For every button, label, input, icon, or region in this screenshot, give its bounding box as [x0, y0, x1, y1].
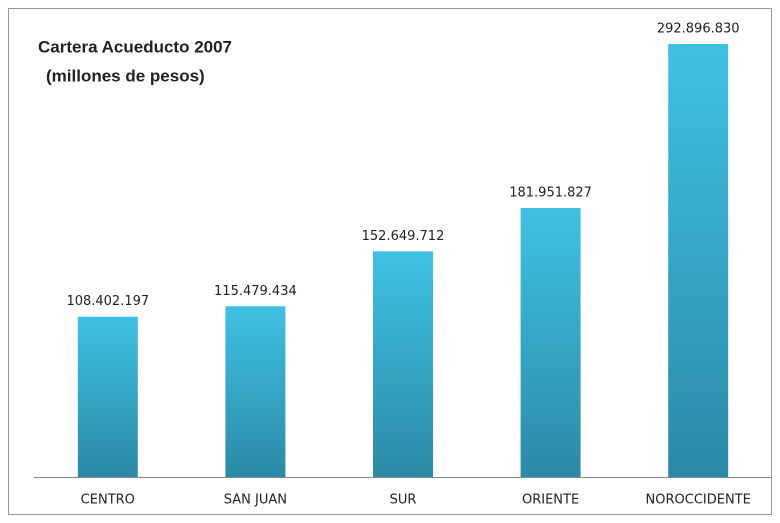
- bar: [668, 44, 729, 477]
- x-tick-label: SUR: [390, 493, 417, 508]
- data-label: 152.649.712: [362, 229, 445, 244]
- x-tick-label: NOROCCIDENTE: [646, 493, 751, 508]
- data-label: 292.896.830: [657, 22, 740, 37]
- x-tick-label: CENTRO: [81, 493, 135, 508]
- bar: [373, 251, 433, 477]
- bar: [77, 316, 138, 477]
- data-label: 108.402.197: [66, 294, 149, 309]
- x-tick-label: ORIENTE: [522, 493, 579, 508]
- bar: [225, 306, 286, 477]
- x-tick-label: SAN JUAN: [224, 493, 287, 508]
- chart-subtitle: (millones de pesos): [46, 66, 205, 85]
- data-label: 181.951.827: [509, 186, 592, 201]
- bar: [520, 208, 581, 477]
- data-label: 115.479.434: [214, 284, 297, 299]
- chart-title: Cartera Acueducto 2007: [38, 37, 232, 56]
